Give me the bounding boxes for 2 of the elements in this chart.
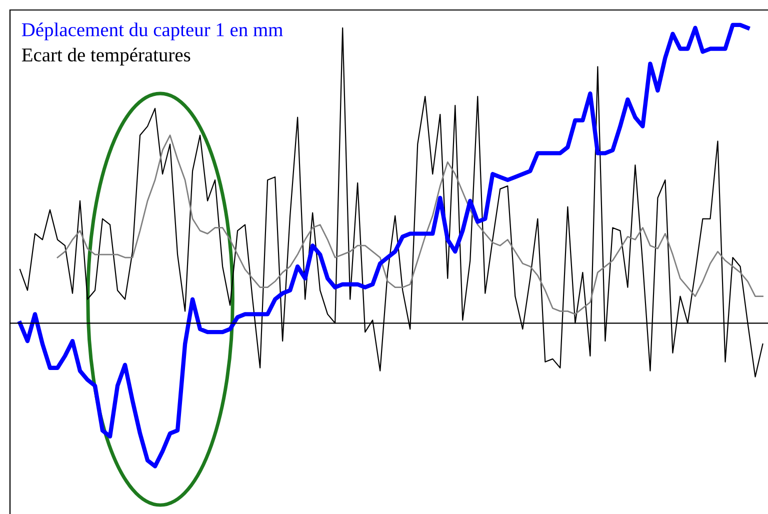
text: Ecart de températures xyxy=(22,48,190,66)
text: Déplacement du capteur 1 en mm xyxy=(22,22,283,40)
